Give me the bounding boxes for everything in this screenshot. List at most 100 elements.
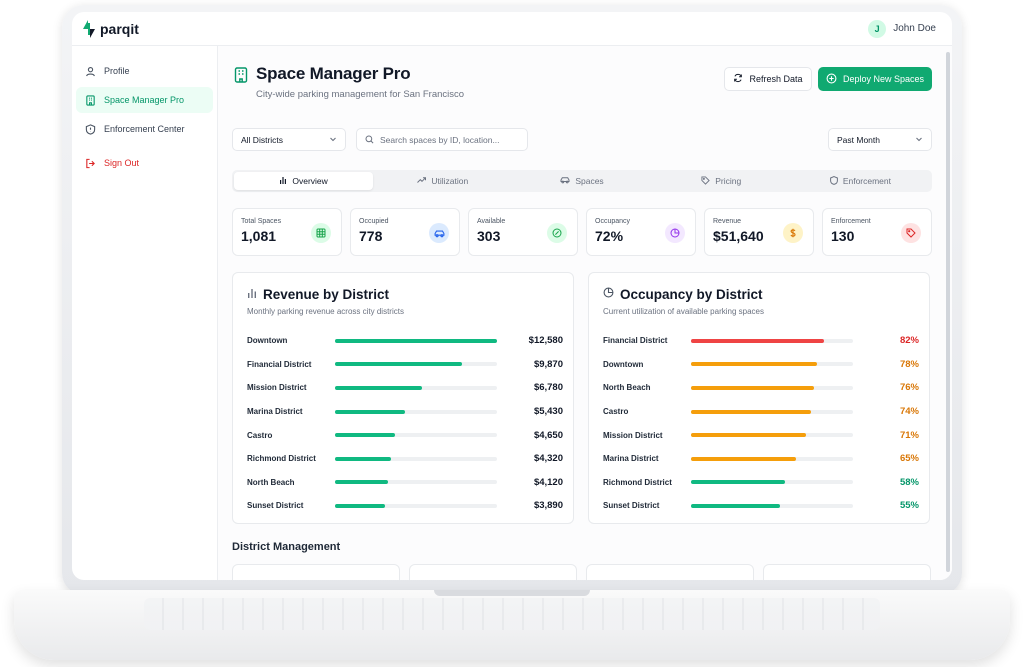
plus-circle-icon bbox=[826, 73, 837, 86]
occupancy-value: 65% bbox=[899, 453, 919, 465]
revenue-value: $5,430 bbox=[533, 406, 563, 418]
sidebar-item-space-manager-pro[interactable]: Space Manager Pro bbox=[76, 87, 213, 113]
stat-card-occupancy: Occupancy 72% bbox=[586, 208, 696, 256]
search-icon bbox=[365, 131, 374, 149]
stat-value: $51,640 bbox=[713, 228, 764, 244]
stat-card-enforcement: Enforcement 130 bbox=[822, 208, 932, 256]
revenue-value: $3,890 bbox=[533, 500, 563, 512]
tab-spaces[interactable]: Spaces bbox=[512, 172, 651, 190]
occupancy-row: North Beach 76% bbox=[603, 376, 919, 400]
revenue-bar bbox=[335, 503, 386, 508]
stat-value: 303 bbox=[477, 228, 501, 244]
occupancy-row: Financial District 82% bbox=[603, 329, 919, 353]
tab-pricing[interactable]: Pricing bbox=[652, 172, 791, 190]
revenue-bar-track bbox=[335, 338, 497, 343]
tab-utilization[interactable]: Utilization bbox=[373, 172, 512, 190]
occupancy-bar bbox=[691, 480, 785, 485]
refresh-data-label: Refresh Data bbox=[749, 74, 803, 84]
revenue-bar-track bbox=[335, 480, 497, 485]
panel-title: Occupancy by District bbox=[620, 286, 763, 302]
occupancy-by-district-panel: Occupancy by District Current utilizatio… bbox=[588, 272, 930, 524]
stats-row: Total Spaces 1,081 Occupied 778 Availabl… bbox=[232, 208, 932, 256]
revenue-bar-track bbox=[335, 409, 497, 414]
occupancy-bar-track bbox=[691, 433, 853, 438]
revenue-bar bbox=[335, 433, 395, 438]
user-menu[interactable]: J John Doe bbox=[868, 19, 936, 38]
revenue-bar bbox=[335, 456, 391, 461]
logo[interactable]: parqit bbox=[82, 19, 139, 38]
occupancy-bar-track bbox=[691, 503, 853, 508]
occupancy-value: 82% bbox=[899, 335, 919, 347]
refresh-icon bbox=[733, 73, 743, 85]
occupancy-value: 78% bbox=[899, 358, 919, 370]
revenue-row: Financial District $9,870 bbox=[247, 353, 563, 377]
revenue-bar bbox=[335, 385, 423, 390]
revenue-value: $4,120 bbox=[533, 476, 563, 488]
tab-overview[interactable]: Overview bbox=[234, 172, 374, 190]
occupancy-bar-track bbox=[691, 362, 853, 367]
occupancy-value: 58% bbox=[899, 476, 919, 488]
search-input-wrapper[interactable] bbox=[356, 128, 528, 151]
dollar-icon bbox=[783, 223, 803, 243]
stat-card-available: Available 303 bbox=[468, 208, 578, 256]
sidebar-item-sign-out[interactable]: Sign Out bbox=[76, 150, 213, 176]
district-label: North Beach bbox=[603, 383, 651, 393]
revenue-bar-track bbox=[335, 385, 497, 390]
district-select[interactable]: All Districts bbox=[232, 128, 346, 151]
revenue-row: Castro $4,650 bbox=[247, 423, 563, 447]
panel-subtitle: Monthly parking revenue across city dist… bbox=[247, 307, 404, 316]
refresh-data-button[interactable]: Refresh Data bbox=[724, 67, 812, 91]
district-label: Marina District bbox=[247, 407, 303, 417]
tab-bar: Overview Utilization Spaces Pricing Enfo… bbox=[232, 170, 932, 192]
trending-up-icon bbox=[417, 176, 427, 186]
occupancy-row: Richmond District 58% bbox=[603, 471, 919, 495]
revenue-rows: Downtown $12,580 Financial District $9,870 M… bbox=[247, 329, 563, 518]
tab-label: Utilization bbox=[431, 176, 469, 186]
deploy-new-spaces-button[interactable]: Deploy New Spaces bbox=[818, 67, 932, 91]
occupancy-bar bbox=[691, 385, 815, 390]
district-label: Richmond District bbox=[603, 477, 672, 487]
stat-label: Enforcement bbox=[831, 218, 871, 225]
sign-out-icon bbox=[84, 157, 96, 169]
period-select[interactable]: Past Month bbox=[828, 128, 932, 151]
occupancy-bar-track bbox=[691, 409, 853, 414]
occupancy-value: 55% bbox=[899, 500, 919, 512]
tab-label: Overview bbox=[292, 176, 328, 186]
tab-enforcement[interactable]: Enforcement bbox=[791, 172, 930, 190]
sidebar-item-profile[interactable]: Profile bbox=[76, 58, 213, 84]
revenue-row: Sunset District $3,890 bbox=[247, 494, 563, 518]
panel-subtitle: Current utilization of available parking… bbox=[603, 307, 764, 316]
revenue-bar-track bbox=[335, 362, 497, 367]
avatar: J bbox=[868, 19, 887, 38]
building-icon bbox=[234, 67, 248, 83]
revenue-bar-track bbox=[335, 433, 497, 438]
scrollbar[interactable] bbox=[946, 52, 950, 572]
sidebar-item-enforcement-center[interactable]: Enforcement Center bbox=[76, 116, 213, 142]
district-label: Marina District bbox=[603, 454, 659, 464]
revenue-bar bbox=[335, 480, 389, 485]
search-input[interactable] bbox=[380, 134, 519, 145]
occupancy-row: Downtown 78% bbox=[603, 353, 919, 377]
tab-label: Spaces bbox=[575, 176, 604, 186]
period-select-value: Past Month bbox=[837, 134, 880, 145]
occupancy-row: Castro 74% bbox=[603, 400, 919, 424]
tag-icon bbox=[901, 223, 921, 243]
district-label: Mission District bbox=[247, 383, 307, 393]
revenue-value: $4,320 bbox=[533, 453, 563, 465]
chevron-down-icon bbox=[329, 135, 337, 145]
stat-value: 1,081 bbox=[241, 228, 277, 244]
stat-label: Available bbox=[477, 218, 506, 225]
occupancy-rows: Financial District 82% Downtown 78% North Be… bbox=[603, 329, 919, 518]
revenue-by-district-panel: Revenue by District Monthly parking reve… bbox=[232, 272, 574, 524]
stat-value: 72% bbox=[595, 228, 624, 244]
stat-label: Revenue bbox=[713, 218, 742, 225]
revenue-row: Richmond District $4,320 bbox=[247, 447, 563, 471]
district-label: Downtown bbox=[603, 359, 644, 369]
car-icon bbox=[560, 176, 570, 186]
laptop-base bbox=[14, 590, 1010, 660]
